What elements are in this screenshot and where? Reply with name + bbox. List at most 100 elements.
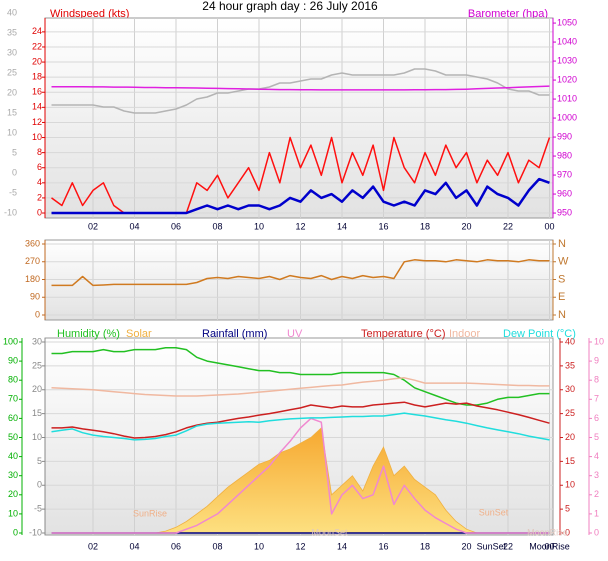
x-tick-label: 16 — [378, 221, 388, 231]
y3-tick-label: 30 — [7, 47, 17, 57]
y2-tick-label: 960 — [557, 188, 572, 198]
x-tick-label: 20 — [461, 541, 471, 551]
x-tick-label: 04 — [129, 541, 139, 551]
y-tick-label: 24 — [32, 26, 42, 36]
y2-tick-label: N — [558, 309, 566, 321]
y-tick-label: 4 — [37, 177, 42, 187]
annotation: SunRise — [133, 508, 167, 518]
y4-tick-label: 10 — [594, 336, 604, 346]
y2-axis-label: Barometer (hpa) — [468, 8, 548, 20]
y2-tick-label: 1040 — [557, 36, 577, 46]
x-tick-label: 08 — [212, 221, 222, 231]
y2-tick-label: E — [558, 291, 565, 303]
y-tick-label: 70 — [8, 394, 18, 404]
y3-tick-label: 40 — [565, 336, 575, 346]
y3-tick-label: 5 — [565, 504, 570, 514]
y4-tick-label: 0 — [594, 527, 599, 537]
annotation: MoonRise — [527, 527, 568, 537]
x-tick-label: 10 — [254, 541, 264, 551]
legend-label: Humidity (%) — [57, 328, 120, 340]
y3-tick-label: 40 — [7, 7, 17, 17]
x-tick-label: 06 — [171, 221, 181, 231]
y-tick-label: 16 — [32, 87, 42, 97]
y3-tick-label: 25 — [565, 408, 575, 418]
y3-tick-label: 10 — [7, 127, 17, 137]
y-axis-label: Windspeed (kts) — [50, 8, 129, 20]
plot-area — [44, 17, 554, 219]
y-tick-label: 18 — [32, 72, 42, 82]
y-tick-label: 14 — [32, 102, 42, 112]
y-tick-label: 0 — [37, 207, 42, 217]
annotation: MoonSet — [312, 527, 349, 537]
y4-tick-label: 6 — [594, 413, 599, 423]
y2-tick-label: 1030 — [557, 55, 577, 65]
y-tick-label: 80 — [8, 375, 18, 385]
y2-tick-label: W — [558, 256, 569, 268]
y-tick-label: 20 — [8, 489, 18, 499]
y3-tick-label: 35 — [7, 27, 17, 37]
y-tick-label: 12 — [32, 117, 42, 127]
y2-tick-label: S — [558, 273, 565, 285]
y4-tick-label: 7 — [594, 394, 599, 404]
line — [51, 85, 550, 91]
legend-label: Rainfall (mm) — [202, 328, 267, 340]
y3-tick-label: 25 — [7, 67, 17, 77]
line — [51, 412, 550, 441]
line — [51, 417, 550, 534]
x-tick-label: 06 — [171, 541, 181, 551]
y2-tick-label: N — [558, 238, 566, 250]
y2-tick-label: 5 — [37, 456, 42, 466]
y-tick-label: 10 — [32, 132, 42, 142]
y3-tick-label: -10 — [4, 207, 17, 217]
line — [51, 377, 550, 397]
y-tick-label: 360 — [25, 238, 40, 248]
line — [51, 401, 550, 439]
y3-tick-label: 20 — [7, 87, 17, 97]
y-tick-label: 270 — [25, 256, 40, 266]
y3-tick-label: -5 — [9, 187, 17, 197]
y2-tick-label: 1010 — [557, 93, 577, 103]
x-tick-label: 04 — [129, 221, 139, 231]
y2-tick-label: 15 — [32, 408, 42, 418]
y3-tick-label: 15 — [565, 456, 575, 466]
y-tick-label: 0 — [35, 309, 40, 319]
x-tick-label: 18 — [420, 221, 430, 231]
legend-label: Indoor — [449, 328, 481, 340]
y4-tick-label: 3 — [594, 470, 599, 480]
x-tick-label: 22 — [503, 541, 513, 551]
x-tick-label: 00 — [544, 221, 554, 231]
y-tick-label: 30 — [8, 470, 18, 480]
y-tick-label: 60 — [8, 413, 18, 423]
y2-tick-label: 0 — [37, 480, 42, 490]
line — [51, 68, 550, 114]
y-tick-label: 100 — [3, 336, 18, 346]
line — [51, 259, 550, 287]
y2-tick-label: 1020 — [557, 74, 577, 84]
y2-tick-label: 950 — [557, 207, 572, 217]
y2-tick-label: 970 — [557, 169, 572, 179]
y3-tick-label: 0 — [565, 527, 570, 537]
y-tick-label: 90 — [30, 292, 40, 302]
line — [51, 346, 550, 406]
x-tick-label: 14 — [337, 541, 347, 551]
legend-label: Temperature (°C) — [361, 328, 445, 340]
legend-label: Solar — [126, 328, 152, 340]
y4-tick-label: 4 — [594, 451, 599, 461]
y3-tick-label: 15 — [7, 107, 17, 117]
y-tick-label: 20 — [32, 56, 42, 66]
x-tick-label: 02 — [88, 221, 98, 231]
y-tick-label: 180 — [25, 274, 40, 284]
x-tick-label: 22 — [503, 221, 513, 231]
y3-tick-label: 30 — [565, 384, 575, 394]
legend-label: Dew Point (°C) — [503, 328, 576, 340]
annotation: MoonRise — [529, 541, 570, 551]
y4-tick-label: 1 — [594, 508, 599, 518]
y-tick-label: 22 — [32, 41, 42, 51]
y2-tick-label: -10 — [29, 527, 42, 537]
y-tick-label: 2 — [37, 192, 42, 202]
y3-tick-label: 0 — [12, 167, 17, 177]
y3-tick-label: 35 — [565, 360, 575, 370]
y-tick-label: 10 — [8, 508, 18, 518]
y2-tick-label: 20 — [32, 384, 42, 394]
